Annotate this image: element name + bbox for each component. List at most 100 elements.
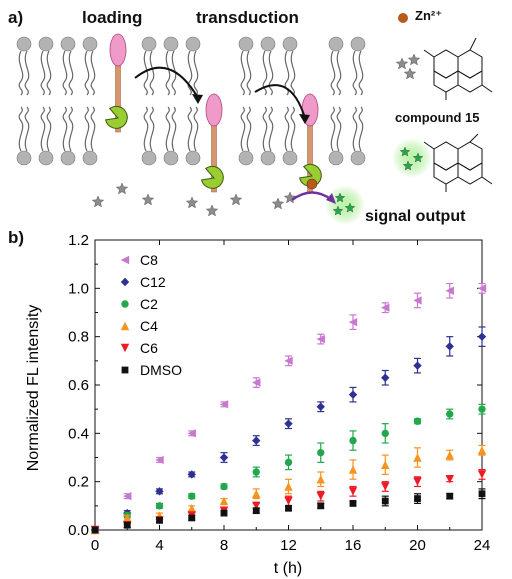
- lipid: [282, 106, 298, 166]
- data-point: [316, 475, 325, 484]
- lipid: [38, 36, 54, 96]
- legend-item-c2: C2: [121, 296, 158, 312]
- data-point: [477, 446, 487, 455]
- star-icon: [271, 197, 285, 210]
- data-point: [219, 453, 229, 462]
- lipid: [185, 36, 201, 96]
- data-point: [413, 453, 422, 462]
- legend-item-dmso: DMSO: [121, 362, 182, 378]
- data-point: [187, 429, 196, 438]
- data-point: [284, 419, 293, 428]
- legend-label: C6: [140, 340, 158, 356]
- x-tick-label: 4: [155, 537, 163, 554]
- y-tick-label: 0.8: [68, 329, 89, 346]
- x-tick-label: 20: [409, 537, 426, 554]
- data-point: [446, 492, 454, 500]
- data-point: [348, 487, 358, 496]
- series-dmso: [91, 488, 486, 534]
- panel-b-label: b): [8, 228, 25, 247]
- data-point: [445, 475, 454, 484]
- data-point: [413, 296, 422, 305]
- data-point: [284, 482, 293, 491]
- data-point: [381, 497, 389, 505]
- x-tick-label: 8: [220, 537, 228, 554]
- transduction-arrow-icon: [254, 84, 306, 119]
- chart-axes: 0 4 8 12 16 20 24 0.0 0.2 0.4 0.6 0.8 1.0 1.2: [68, 232, 490, 554]
- transduction-arrowhead-icon: [299, 114, 310, 124]
- data-point: [120, 255, 130, 265]
- data-point: [155, 455, 164, 465]
- data-point: [284, 458, 293, 467]
- lipid: [82, 36, 98, 96]
- lipid: [82, 106, 98, 166]
- x-tick-label: 24: [474, 537, 491, 554]
- data-point: [477, 332, 487, 341]
- quenched-probe-icon: [395, 53, 421, 80]
- data-point: [413, 477, 422, 486]
- legend-label: DMSO: [140, 362, 182, 378]
- x-tick-label: 12: [280, 537, 297, 554]
- data-point: [284, 356, 293, 366]
- legend-item-c6: C6: [120, 340, 158, 356]
- lipid: [328, 106, 344, 166]
- lipid: [141, 36, 157, 96]
- transduction-label: transduction: [196, 8, 299, 27]
- star-icon: [332, 205, 344, 216]
- data-point: [381, 482, 390, 491]
- data-point: [252, 468, 260, 476]
- data-point: [91, 526, 99, 534]
- compound-label: compound 15: [395, 110, 480, 125]
- signal-output-label: signal output: [365, 208, 466, 225]
- lipid: [260, 106, 276, 166]
- data-point: [445, 450, 454, 460]
- data-point: [219, 496, 229, 506]
- star-icon: [229, 193, 243, 206]
- loading-arrow-icon: [134, 66, 199, 99]
- panel-a-label: a): [8, 8, 24, 27]
- y-tick-label: 1.2: [68, 232, 89, 249]
- loading-label: loading: [82, 8, 143, 27]
- y-tick-label: 1.0: [68, 280, 89, 297]
- data-point: [155, 502, 164, 510]
- data-point: [120, 277, 130, 287]
- receptor-pacman-icon: [104, 105, 128, 129]
- data-point: [220, 509, 228, 517]
- lipid: [260, 36, 276, 96]
- data-point: [381, 373, 390, 382]
- data-point: [477, 470, 487, 479]
- legend-item-c4: C4: [120, 318, 158, 334]
- data-point: [478, 405, 486, 413]
- data-point: [188, 514, 196, 522]
- signal-out-arrowhead-icon: [326, 193, 336, 204]
- y-axis-label: Normalized FL intensity: [25, 305, 42, 472]
- y-tick-label: 0.2: [68, 474, 89, 491]
- fluorophore-stars: [91, 182, 365, 225]
- data-point: [252, 501, 261, 511]
- fluorescence-chart: 0 4 8 12 16 20 24 0.0 0.2 0.4 0.6 0.8 1.0 1.2 C8 C12 C2…: [25, 232, 490, 577]
- lipid: [185, 106, 201, 166]
- star-icon: [399, 146, 411, 157]
- data-point: [156, 516, 163, 524]
- legend-item-c8: C8: [120, 252, 158, 268]
- lipid: [350, 36, 366, 96]
- data-point: [123, 491, 132, 501]
- lipid: [60, 36, 76, 96]
- y-tick-label: 0.6: [68, 377, 89, 394]
- legend-item-c12: C12: [120, 274, 166, 290]
- data-point: [121, 366, 129, 374]
- data-point: [252, 436, 261, 445]
- data-point: [120, 343, 130, 353]
- data-point: [123, 513, 132, 523]
- data-point: [187, 470, 196, 479]
- data-point: [477, 284, 487, 293]
- data-point: [349, 500, 357, 507]
- green-glow: [325, 185, 365, 225]
- lipid: [238, 106, 254, 166]
- data-point: [252, 489, 261, 498]
- legend-label: C2: [140, 296, 158, 312]
- star-icon: [205, 204, 219, 217]
- y-tick-label: 0.0: [68, 522, 89, 539]
- data-point: [285, 504, 292, 512]
- data-point: [446, 410, 454, 418]
- data-point: [381, 303, 390, 312]
